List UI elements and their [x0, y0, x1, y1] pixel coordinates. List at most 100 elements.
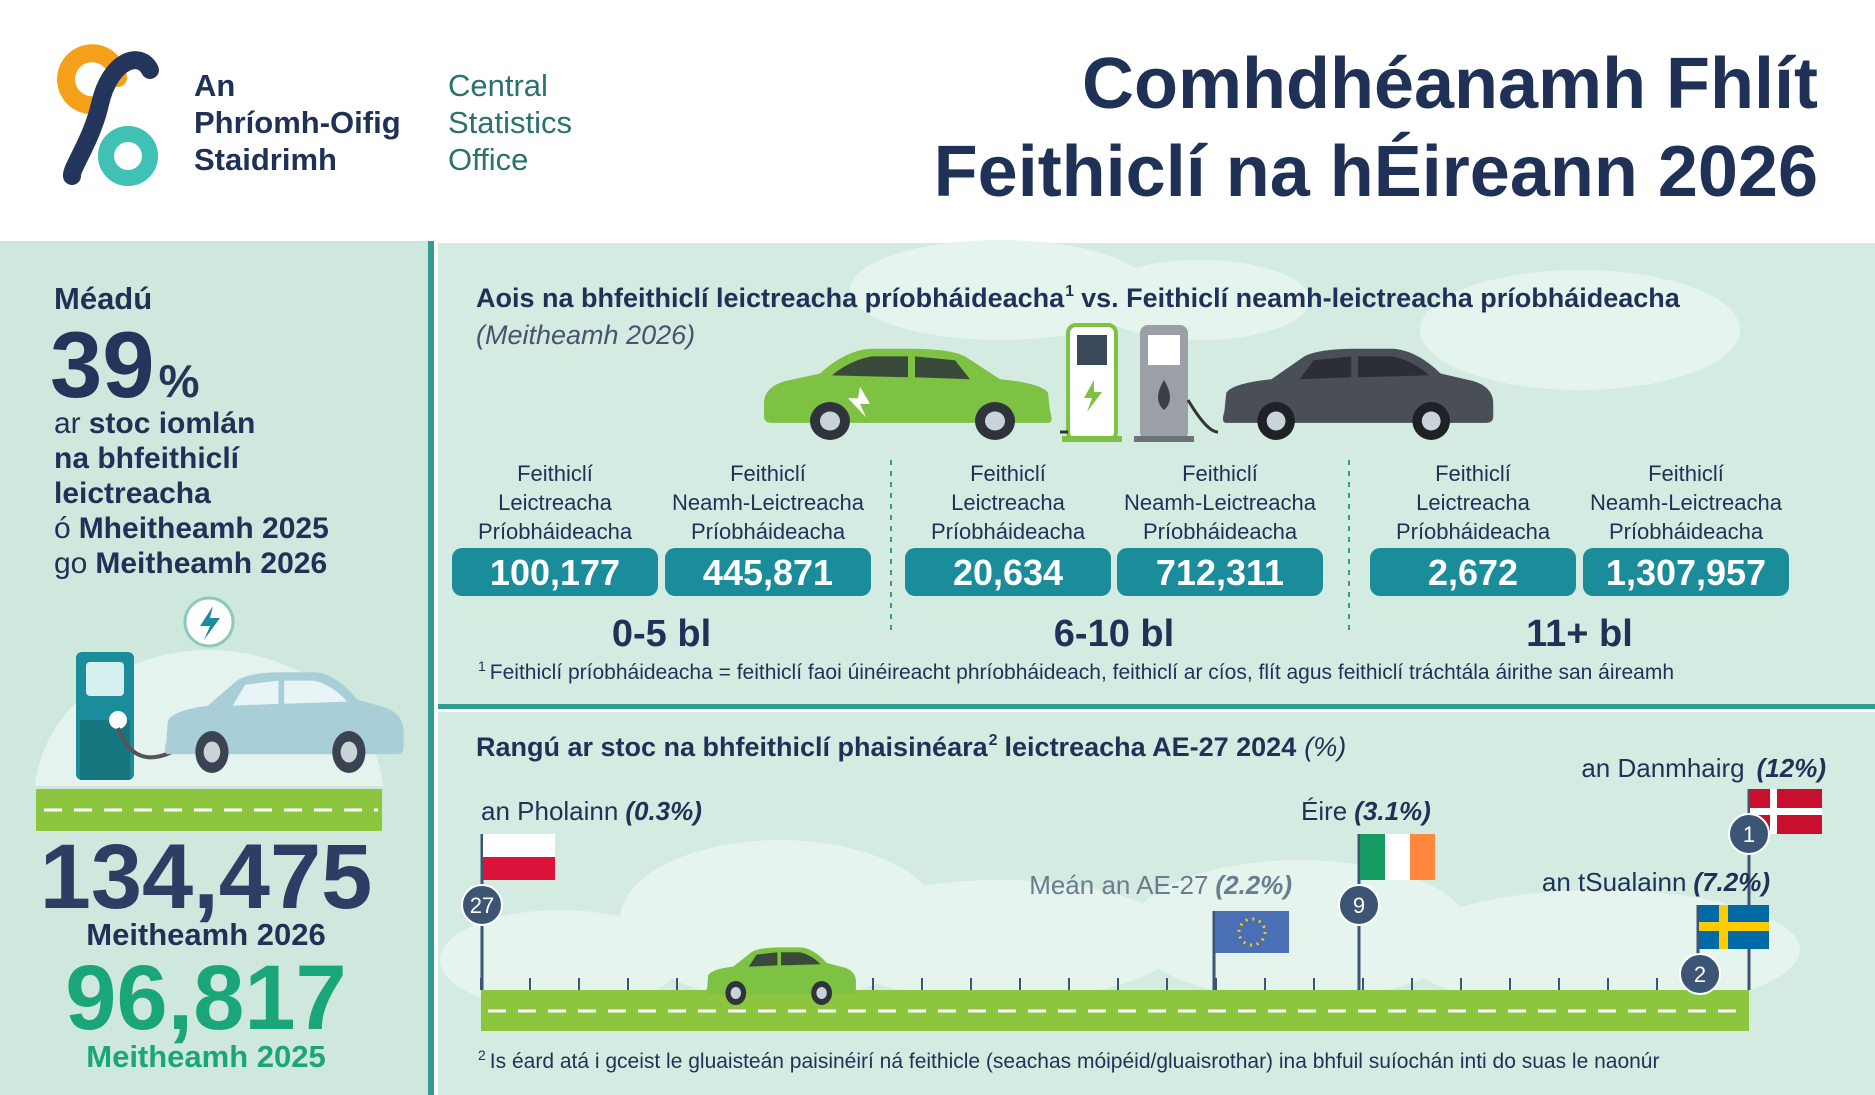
percent-value: 39: [50, 312, 155, 417]
country-name: an tSualainn: [1542, 867, 1687, 897]
country-label: Meán an AE-27 (2.2%): [1029, 870, 1292, 900]
column-label: Neamh-Leictreacha: [1590, 490, 1783, 515]
country-label: an Pholainn (0.3%): [481, 796, 702, 826]
column-label: Príobháideacha: [1143, 519, 1298, 544]
column-label: Príobháideacha: [1609, 519, 1764, 544]
column-label: Príobháideacha: [1396, 519, 1551, 544]
electric-car: [706, 947, 856, 1005]
value-box: [1117, 548, 1323, 596]
logo-text: Phríomh-Oifig: [194, 105, 401, 140]
fuel-car: [1222, 348, 1494, 440]
panel-divider: [428, 241, 434, 1095]
panel-title: Aois na bhfeithiclí leictreacha príobhái…: [476, 283, 1681, 313]
vehicle-count: 2,672: [1428, 552, 1518, 593]
summary-label: Méadú: [54, 281, 152, 316]
rank: 27: [470, 893, 494, 918]
country-name: Meán an AE-27: [1029, 870, 1208, 900]
country-share: (0.3%): [625, 796, 702, 826]
electric-car: [764, 348, 1052, 440]
summary-line: go Meitheamh 2026: [54, 547, 327, 580]
value-box: [905, 548, 1111, 596]
country-share: (7.2%): [1693, 867, 1770, 897]
text: ó: [54, 512, 71, 545]
country-label: Éire (3.1%): [1301, 796, 1431, 826]
logo-text: Office: [448, 142, 528, 177]
summary-line: ar stoc iomlán: [54, 407, 255, 440]
vehicle-count: 712,311: [1156, 552, 1284, 593]
country-share: (2.2%): [1215, 870, 1292, 900]
text: Aois na bhfeithiclí leictreacha príobhái…: [476, 283, 1065, 313]
column-label: Neamh-Leictreacha: [672, 490, 865, 515]
country-name: an Danmhairg: [1581, 753, 1744, 783]
value-box: [665, 548, 871, 596]
country-name: an Pholainn: [481, 796, 618, 826]
footnote: 2 Is éard atá i gceist le gluaisteán pais…: [478, 1047, 1659, 1073]
country-share: (3.1%): [1354, 796, 1431, 826]
logo-text: Statistics: [448, 105, 572, 140]
summary-line: ó Mheitheamh 2025: [54, 512, 329, 545]
age-groups: Feithiclí Leictreacha Príobháideacha 100,17…: [452, 461, 1789, 655]
fuel-pump: [1134, 325, 1194, 442]
rank-badge: 9: [1338, 884, 1380, 926]
country-name: Éire: [1301, 796, 1347, 826]
column-label: Leictreacha: [951, 490, 1066, 515]
footnote: 1 Feithiclí príobháideacha = feithiclí fa…: [478, 658, 1674, 684]
rank-badge: 1: [1728, 813, 1770, 855]
column-label: Feithiclí: [730, 461, 806, 486]
note-mark: 2: [478, 1047, 486, 1063]
note-mark: 2: [989, 732, 998, 749]
note-mark: 1: [1065, 283, 1074, 300]
stock-2026: 134,475: [40, 826, 373, 928]
text: vs. Feithiclí neamh-leictreacha príobhái…: [1081, 283, 1681, 313]
text: Mheitheamh 2025: [79, 512, 329, 545]
age-label: 0-5 bl: [612, 613, 711, 655]
charger: [76, 652, 173, 780]
logo-text: Staidrimh: [194, 142, 337, 177]
summary-line: leictreacha: [54, 477, 211, 510]
road-ticks: [480, 978, 1707, 990]
vehicle-count: 20,634: [953, 552, 1063, 593]
vehicle-count: 1,307,957: [1606, 552, 1766, 593]
flag-poland: [483, 834, 555, 880]
value-box: [1370, 548, 1576, 596]
column-label: Feithiclí: [970, 461, 1046, 486]
text: Meitheamh 2026: [95, 547, 327, 580]
country-share: (12%): [1757, 753, 1826, 783]
stock-2025: 96,817: [65, 947, 346, 1049]
column-label: Leictreacha: [1416, 490, 1531, 515]
value-box: [452, 548, 658, 596]
flag-eu: [1215, 911, 1289, 953]
note-mark: 1: [478, 658, 486, 674]
summary-percent: 39%: [50, 312, 199, 417]
column-label: Feithiclí: [1435, 461, 1511, 486]
car: [164, 672, 404, 773]
logo: [57, 44, 159, 186]
rank-badge: 2: [1679, 953, 1721, 995]
column-label: Feithiclí: [517, 461, 593, 486]
column-label: Príobháideacha: [478, 519, 633, 544]
age-label: 6-10 bl: [1054, 613, 1174, 655]
text: ar: [54, 407, 81, 440]
text: go: [54, 547, 87, 580]
column-label: Príobháideacha: [931, 519, 1086, 544]
lightning-icon: [200, 606, 220, 640]
road: [481, 990, 1749, 1031]
cable: [1060, 399, 1219, 434]
rank-badge: 27: [461, 884, 503, 926]
panel-title: Rangú ar stoc na bhfeithiclí phaisinéara…: [476, 732, 1346, 762]
unit: (%): [1304, 732, 1346, 762]
date-2025: Meitheamh 2025: [86, 1039, 326, 1074]
logo-text: Central: [448, 68, 548, 103]
text: Rangú ar stoc na bhfeithiclí phaisinéara: [476, 732, 989, 762]
column-label: Feithiclí: [1648, 461, 1724, 486]
country-label: an tSualainn (7.2%): [1542, 867, 1770, 897]
panel-subtitle: (Meitheamh 2026): [476, 320, 695, 350]
column-label: Neamh-Leictreacha: [1124, 490, 1317, 515]
flag-ireland: [1360, 834, 1435, 880]
text: Is éard atá i gceist le gluaisteán paisi…: [490, 1050, 1660, 1073]
panel-divider: [438, 704, 1875, 709]
text: Feithiclí príobháideacha = feithiclí fao…: [490, 661, 1674, 684]
value-box: [1583, 548, 1789, 596]
vehicle-count: 100,177: [490, 552, 620, 593]
